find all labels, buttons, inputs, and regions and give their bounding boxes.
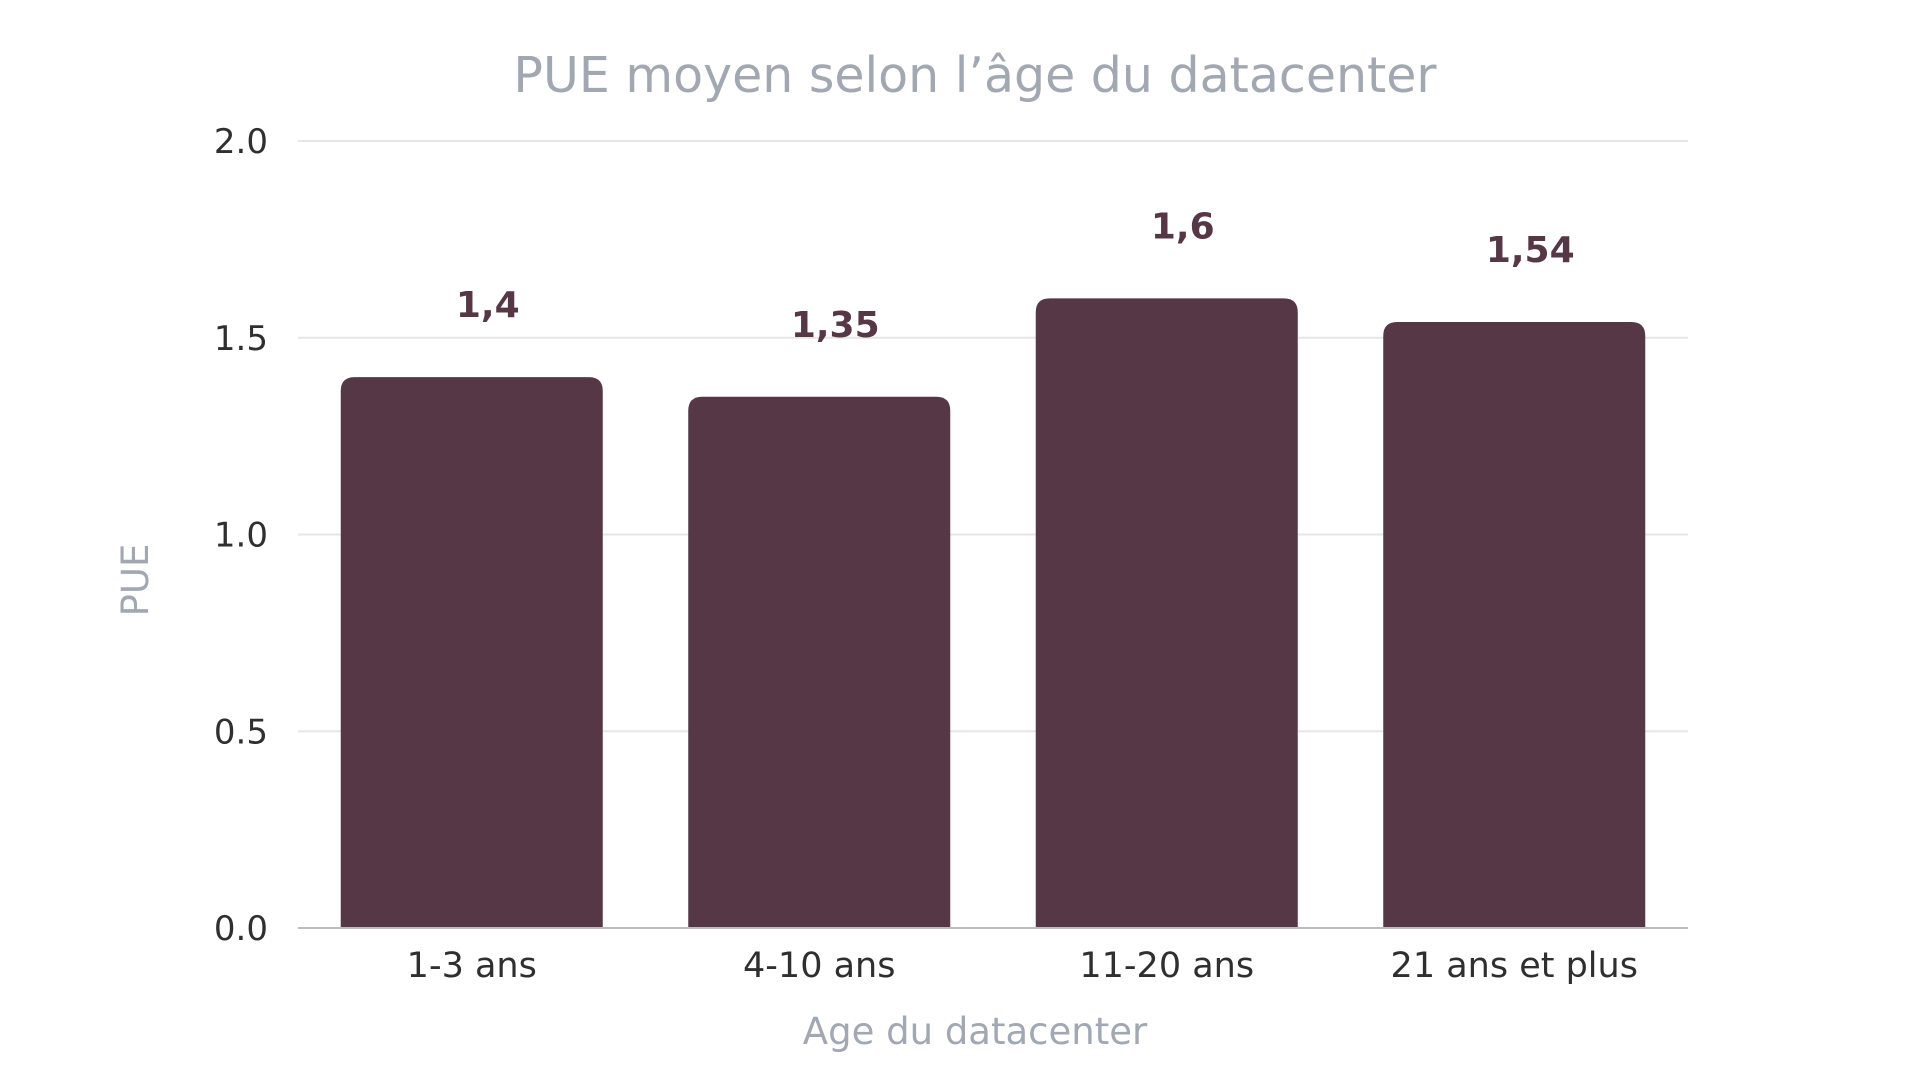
y-tick-label: 0.0 — [214, 909, 268, 949]
bar — [1035, 298, 1298, 928]
bars — [340, 298, 1646, 929]
x-tick-label: 4-10 ans — [743, 946, 895, 986]
bar — [688, 396, 951, 928]
x-tick-label: 1-3 ans — [407, 946, 537, 986]
x-tick-label: 11-20 ans — [1079, 946, 1254, 986]
value-labels: 1,4 1,35 1,6 1,54 — [456, 206, 1575, 345]
y-axis-title: PUE — [114, 544, 157, 617]
bar — [340, 377, 603, 929]
value-label: 1,35 — [791, 305, 880, 346]
value-label: 1,6 — [1151, 206, 1215, 247]
value-label: 1,54 — [1486, 230, 1575, 271]
x-axis-ticks: 1-3 ans 4-10 ans 11-20 ans 21 ans et plus — [407, 946, 1638, 986]
y-tick-label: 2.0 — [214, 122, 268, 162]
y-tick-label: 1.0 — [214, 516, 268, 556]
bar — [1383, 322, 1646, 928]
chart-title: PUE moyen selon l’âge du datacenter — [513, 47, 1437, 104]
x-axis-title: Age du datacenter — [803, 1010, 1148, 1053]
value-label: 1,4 — [456, 285, 520, 326]
x-tick-label: 21 ans et plus — [1391, 946, 1638, 986]
y-tick-label: 0.5 — [214, 712, 268, 752]
y-tick-label: 1.5 — [214, 319, 268, 359]
y-axis-ticks: 0.0 0.5 1.0 1.5 2.0 — [214, 122, 268, 949]
